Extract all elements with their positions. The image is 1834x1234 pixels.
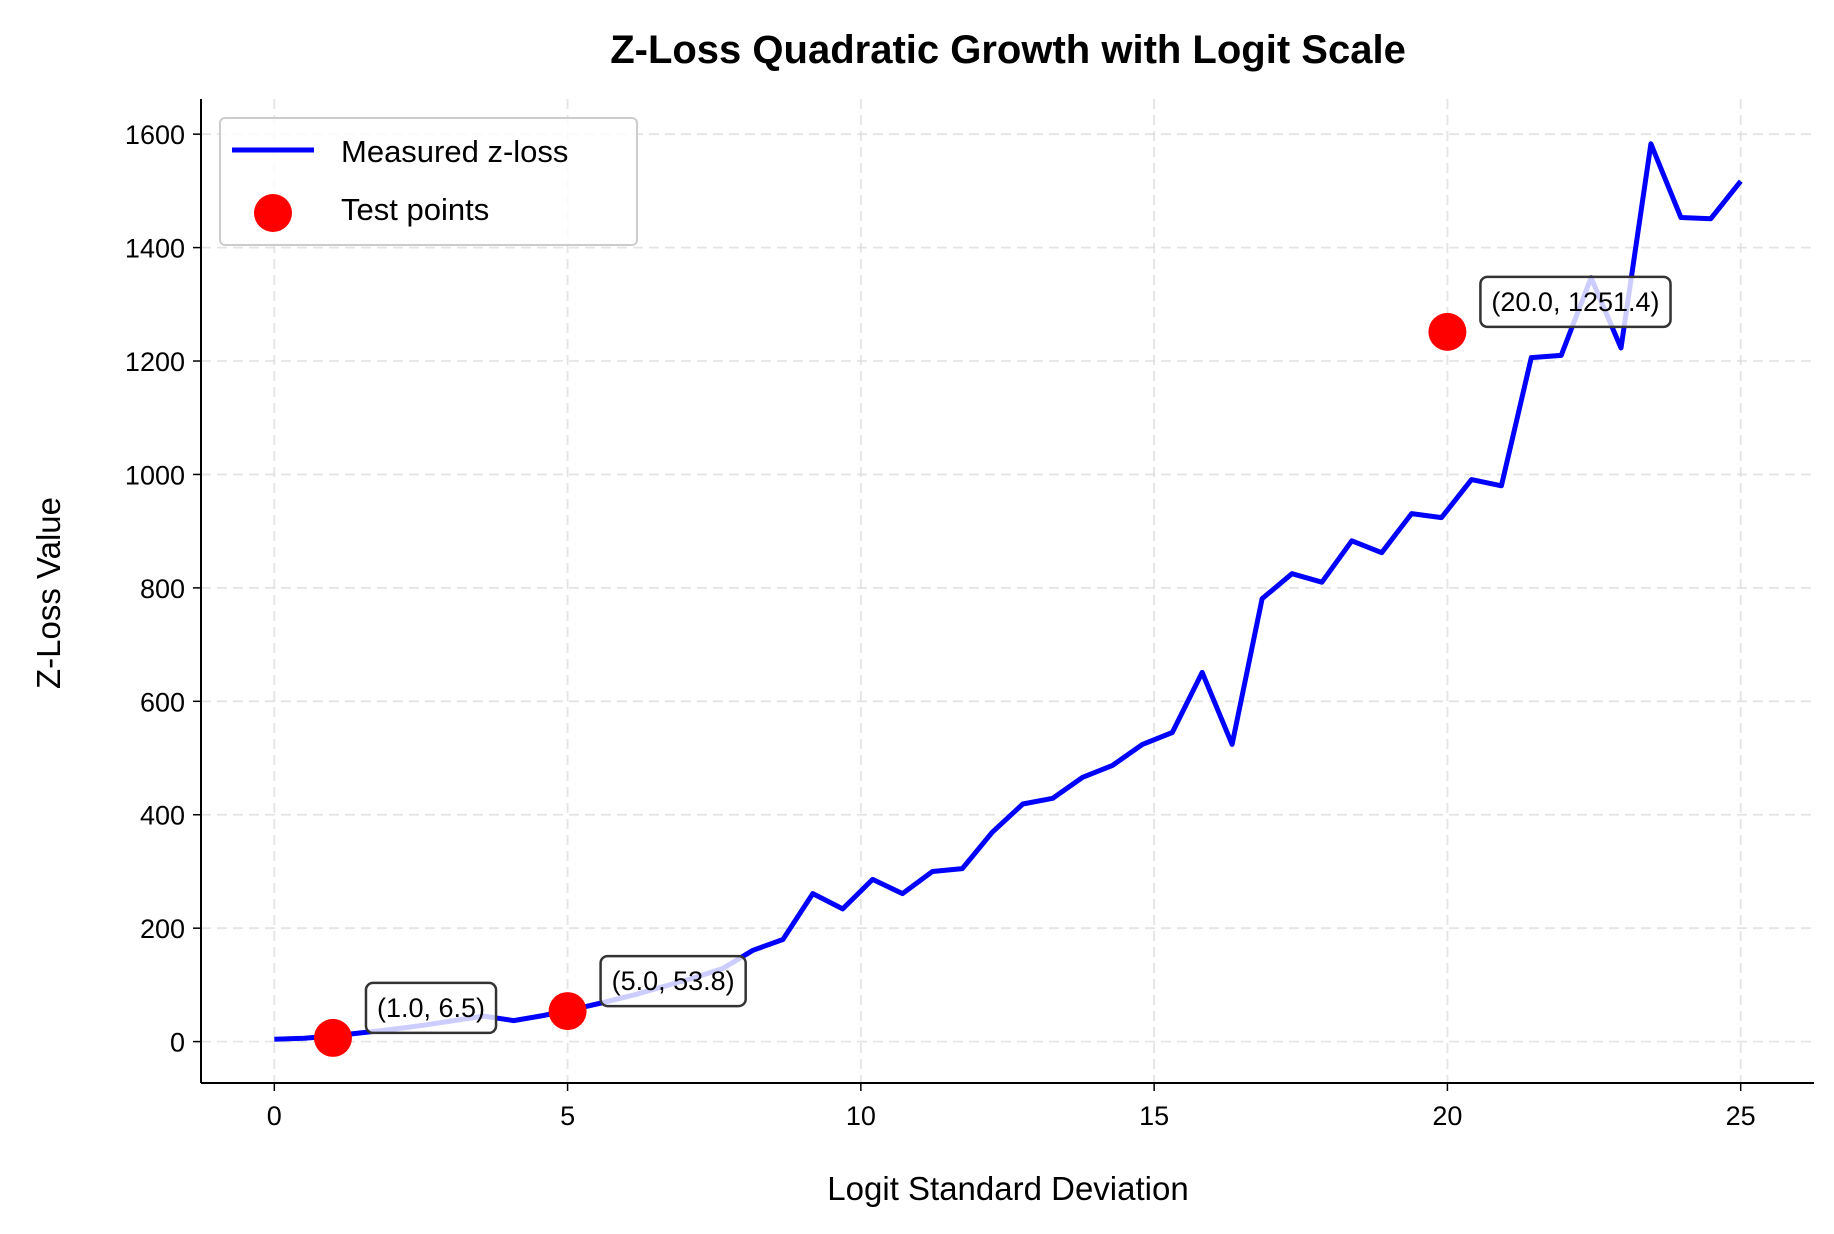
y-axis-label: Z-Loss Value xyxy=(30,497,67,689)
y-tick-label: 200 xyxy=(140,914,185,944)
y-tick-label: 1400 xyxy=(125,234,185,264)
legend: Measured z-loss Test points xyxy=(219,117,638,246)
annotation-box xyxy=(1479,275,1672,329)
x-tick-label: 0 xyxy=(267,1101,282,1131)
annotation: (5.0, 53.8) xyxy=(599,954,747,1008)
x-axis-label: Logit Standard Deviation xyxy=(827,1170,1188,1207)
x-tick-label: 25 xyxy=(1726,1101,1756,1131)
test-point-marker xyxy=(1428,312,1467,351)
y-tick-label: 1200 xyxy=(125,347,185,377)
y-tick-label: 600 xyxy=(140,687,185,717)
legend-marker-swatch xyxy=(254,194,292,232)
annotation-box xyxy=(364,981,498,1035)
axes: 0 5 10 15 20 25 0 200 400 600 800 1000 1200 1400 1600 xyxy=(125,99,1814,1131)
legend-label-points: Test points xyxy=(341,192,489,227)
x-tick-label: 5 xyxy=(560,1101,575,1131)
x-tick-label: 15 xyxy=(1139,1101,1169,1131)
y-tick-label: 1000 xyxy=(125,460,185,490)
y-tick-label: 400 xyxy=(140,801,185,831)
x-tick-label: 20 xyxy=(1432,1101,1462,1131)
grid xyxy=(201,99,1814,1083)
x-tick-label: 10 xyxy=(846,1101,876,1131)
test-point-marker xyxy=(548,992,587,1031)
y-tick-label: 800 xyxy=(140,574,185,604)
plot-area: (1.0, 6.5) (5.0, 53.8) (20.0, 1251.4) xyxy=(274,141,1743,1057)
annotation-label: (5.0, 53.8) xyxy=(612,966,735,996)
annotation-label: (20.0, 1251.4) xyxy=(1491,287,1659,317)
annotation-label: (1.0, 6.5) xyxy=(377,993,485,1023)
annotation-box xyxy=(599,954,747,1008)
y-tick-label: 1600 xyxy=(125,120,185,150)
y-tick-label: 0 xyxy=(170,1028,185,1058)
chart-title: Z-Loss Quadratic Growth with Logit Scale xyxy=(610,28,1406,72)
test-point-marker xyxy=(313,1018,352,1057)
measured-z-loss-line xyxy=(274,141,1743,1042)
annotation: (20.0, 1251.4) xyxy=(1479,275,1672,329)
legend-label-line: Measured z-loss xyxy=(341,134,568,169)
annotation: (1.0, 6.5) xyxy=(364,981,498,1035)
